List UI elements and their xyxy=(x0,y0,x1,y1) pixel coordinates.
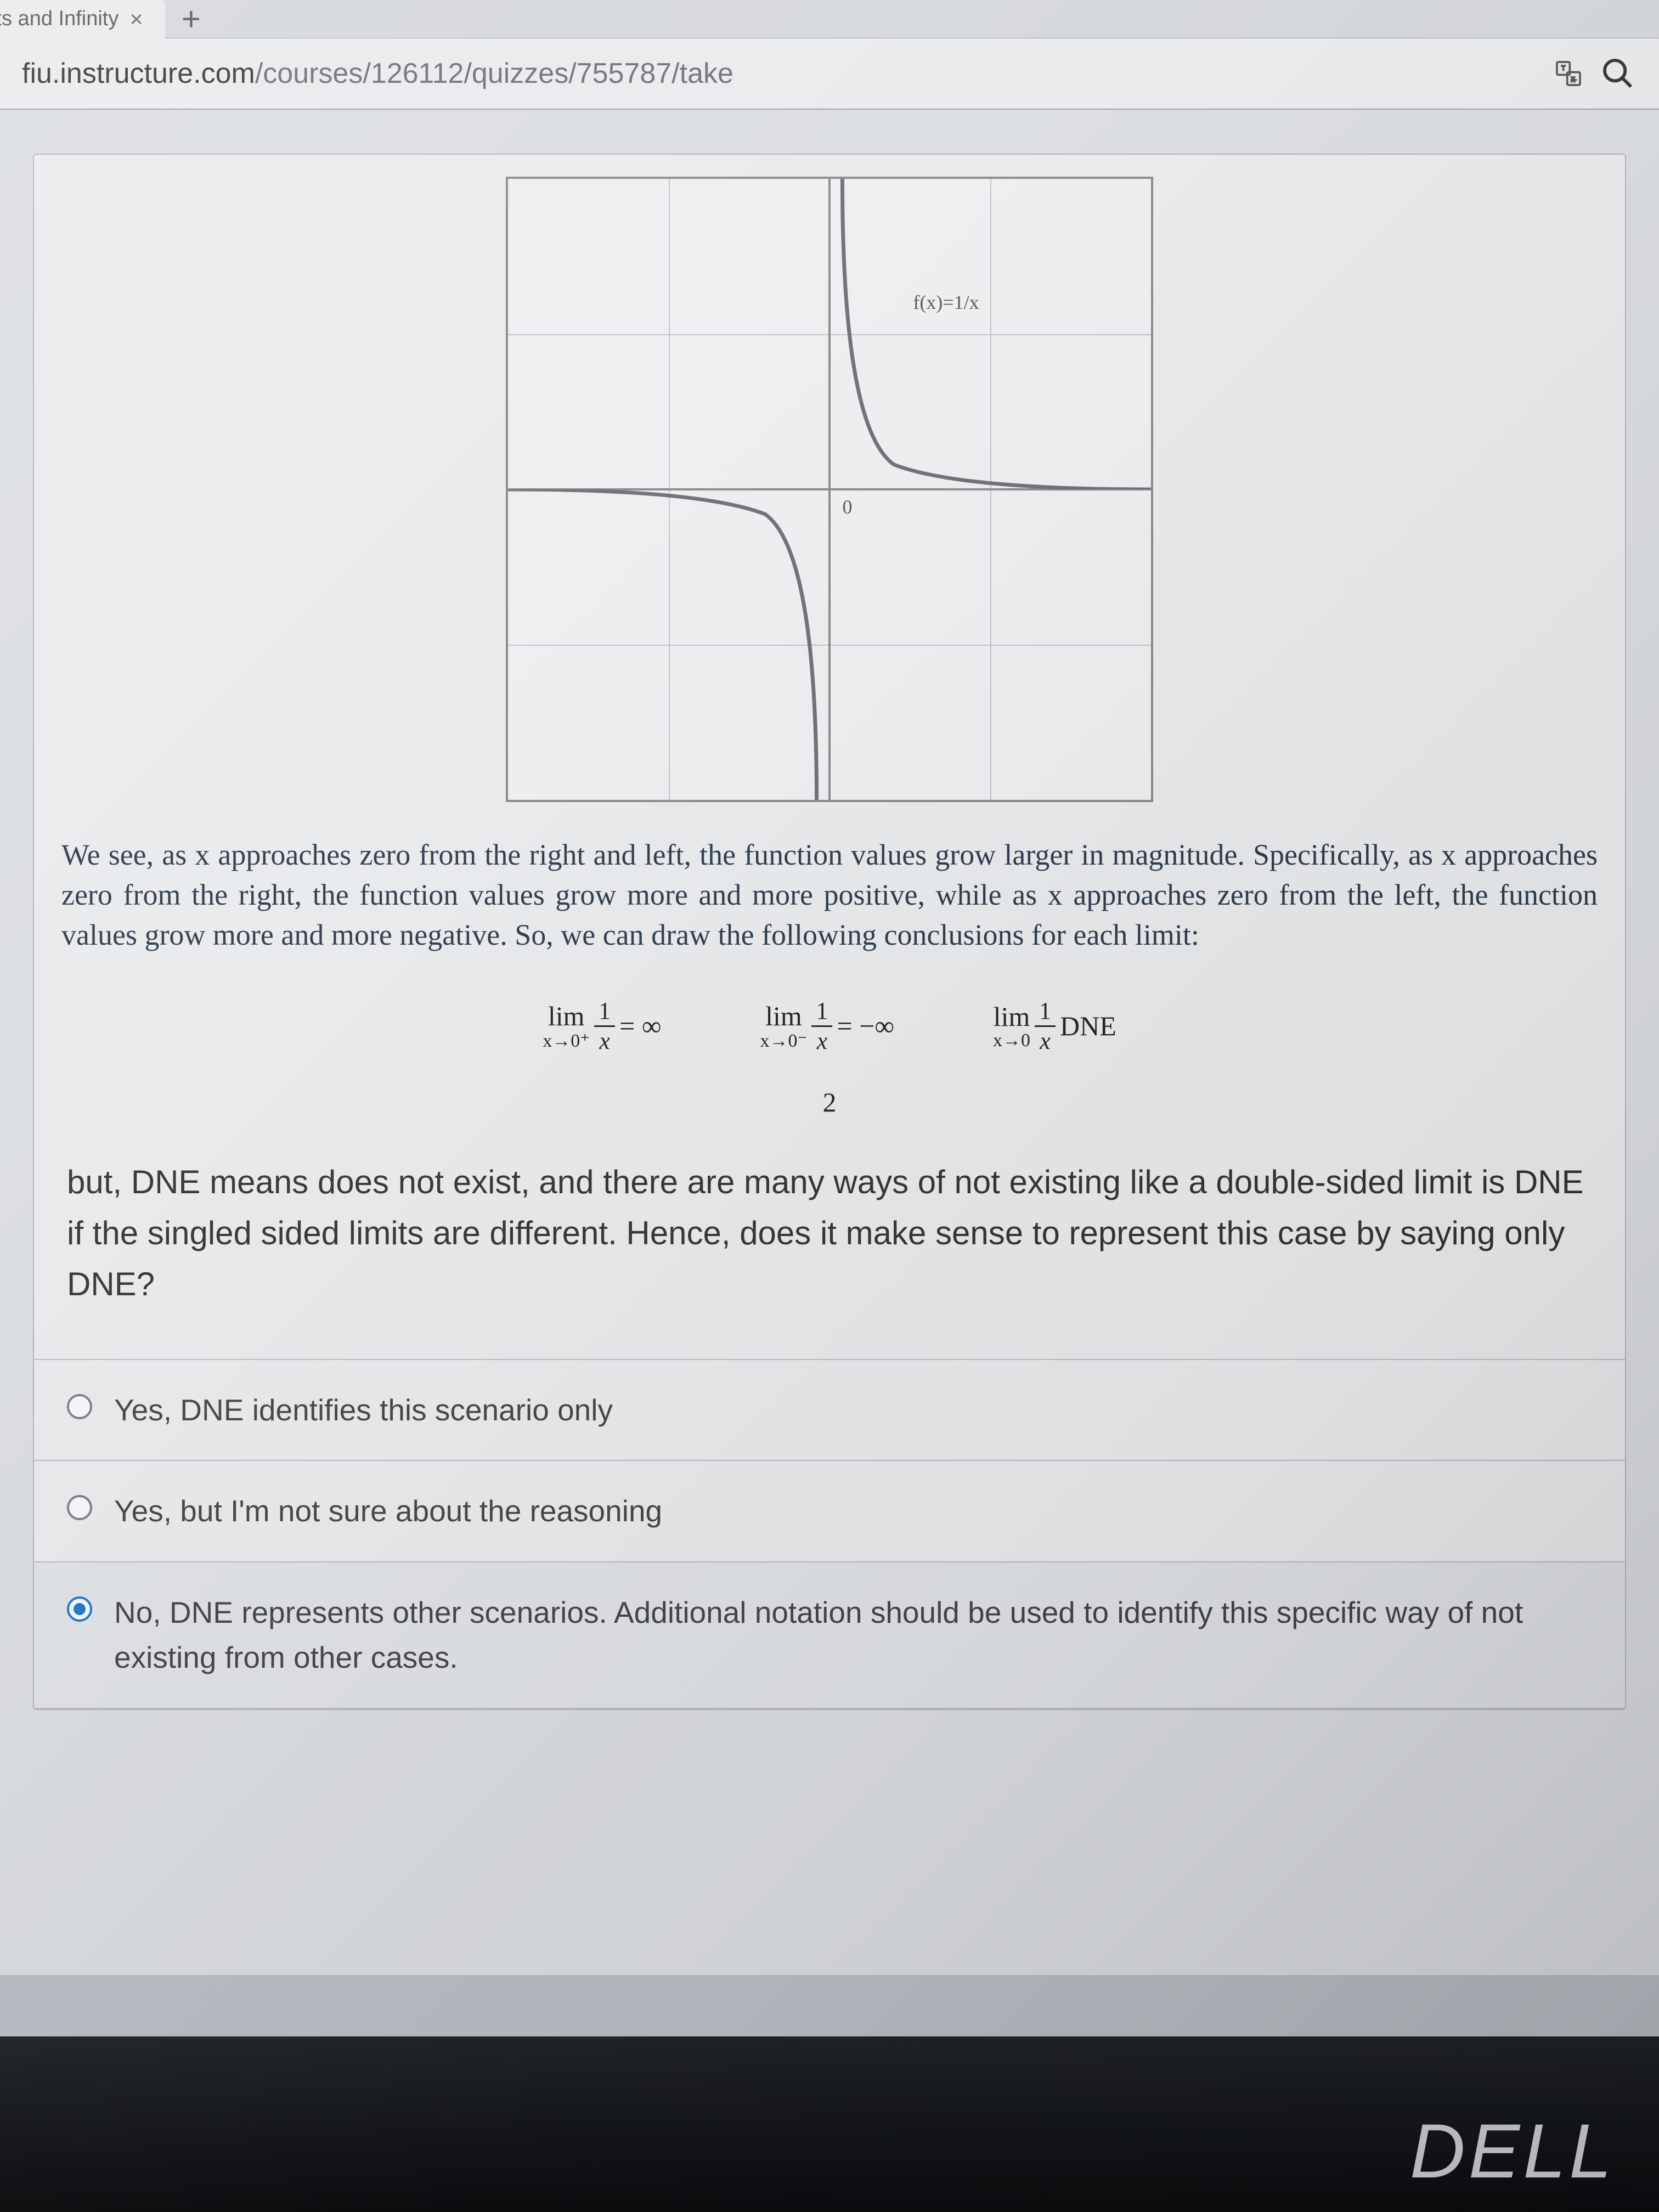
origin-label: 0 xyxy=(842,495,852,518)
limit-left: lim x→0⁻ 1 x = −∞ xyxy=(760,999,895,1053)
lim-sub: x→0 xyxy=(993,1030,1030,1051)
lim-op: lim xyxy=(765,1001,802,1031)
tab-title: its and Infinity xyxy=(0,7,119,31)
limit-two-sided: lim x→0 1 x DNE xyxy=(993,999,1116,1053)
frac-num: 1 xyxy=(811,999,832,1027)
frac-den: x xyxy=(817,1027,828,1053)
page-number: 2 xyxy=(34,1070,1625,1156)
answer-option-2[interactable]: Yes, but I'm not sure about the reasonin… xyxy=(34,1461,1625,1562)
page-content: f(x)=1/x 0 We see, as x approaches zero … xyxy=(0,110,1659,1975)
tab-bar: its and Infinity × + xyxy=(0,0,1659,38)
lim-eq: DNE xyxy=(1060,1010,1116,1042)
answer-option-1[interactable]: Yes, DNE identifies this scenario only xyxy=(34,1360,1625,1462)
url-bar[interactable]: fiu.instructure.com/courses/126112/quizz… xyxy=(0,38,1659,110)
url-path: /courses/126112/quizzes/755787/take xyxy=(255,58,733,89)
graph-box: f(x)=1/x 0 xyxy=(506,177,1153,802)
explanation-text: We see, as x approaches zero from the ri… xyxy=(34,835,1625,977)
radio-icon[interactable] xyxy=(67,1394,92,1419)
url-text: fiu.instructure.com/courses/126112/quizz… xyxy=(22,57,1538,90)
radio-icon[interactable] xyxy=(67,1495,92,1520)
new-tab-button[interactable]: + xyxy=(182,0,201,38)
answer-list: Yes, DNE identifies this scenario only Y… xyxy=(34,1359,1625,1709)
curve-right xyxy=(830,179,1151,489)
lim-sub: x→0⁺ xyxy=(543,1030,590,1052)
frac-num: 1 xyxy=(1035,999,1056,1027)
graph-area: f(x)=1/x 0 xyxy=(34,155,1625,835)
curve-left xyxy=(508,489,830,800)
answer-option-3[interactable]: No, DNE represents other scenarios. Addi… xyxy=(34,1562,1625,1709)
question-text: but, DNE means does not exist, and there… xyxy=(34,1156,1625,1359)
lim-sub: x→0⁻ xyxy=(760,1030,808,1052)
dell-logo: DELL xyxy=(1410,2107,1615,2196)
lim-op: lim xyxy=(548,1001,585,1031)
answer-text: No, DNE represents other scenarios. Addi… xyxy=(114,1590,1592,1680)
close-icon[interactable]: × xyxy=(129,6,143,32)
quiz-card: f(x)=1/x 0 We see, as x approaches zero … xyxy=(33,154,1626,1710)
search-icon[interactable] xyxy=(1599,54,1637,93)
limits-row: lim x→0⁺ 1 x = ∞ lim x→0⁻ xyxy=(34,977,1625,1070)
frac-den: x xyxy=(599,1027,610,1053)
limit-right: lim x→0⁺ 1 x = ∞ xyxy=(543,999,661,1053)
answer-text: Yes, DNE identifies this scenario only xyxy=(114,1387,613,1433)
lim-eq: = ∞ xyxy=(619,1010,661,1042)
url-host: fiu.instructure.com xyxy=(22,58,255,89)
answer-text: Yes, but I'm not sure about the reasonin… xyxy=(114,1488,662,1534)
translate-icon[interactable] xyxy=(1549,54,1588,93)
radio-icon[interactable] xyxy=(67,1596,92,1622)
frac-den: x xyxy=(1040,1027,1051,1053)
lim-op: lim xyxy=(994,1001,1030,1032)
browser-tab[interactable]: its and Infinity × xyxy=(0,0,165,39)
lim-eq: = −∞ xyxy=(837,1010,894,1042)
frac-num: 1 xyxy=(594,999,615,1027)
